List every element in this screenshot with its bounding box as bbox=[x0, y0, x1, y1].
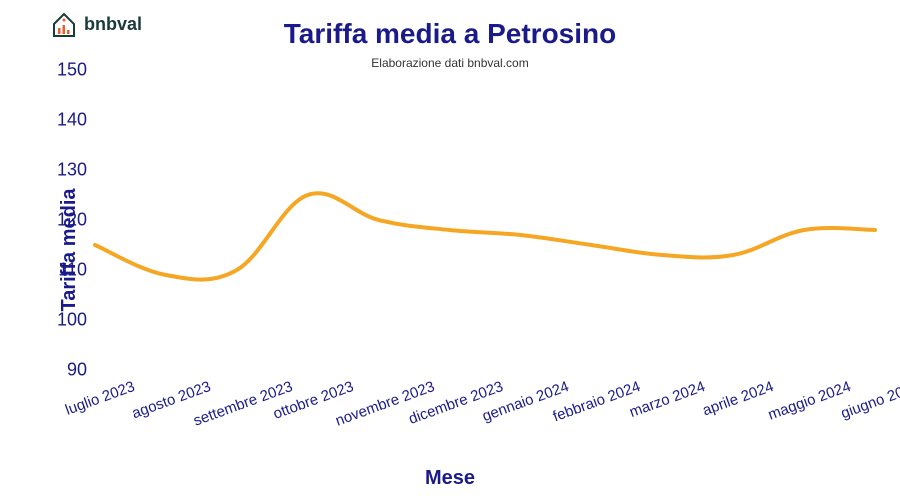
y-tick: 120 bbox=[57, 210, 87, 231]
chart-subtitle: Elaborazione dati bnbval.com bbox=[371, 56, 528, 70]
y-tick: 130 bbox=[57, 160, 87, 181]
y-tick: 150 bbox=[57, 60, 87, 81]
x-axis-label: Mese bbox=[425, 467, 475, 490]
y-tick: 90 bbox=[67, 360, 87, 381]
y-tick: 110 bbox=[58, 260, 87, 281]
logo: bnbval bbox=[50, 10, 142, 38]
y-tick: 100 bbox=[57, 310, 87, 331]
y-tick: 140 bbox=[57, 110, 87, 131]
x-tick: luglio 2023 bbox=[63, 378, 137, 419]
x-tick: maggio 2024 bbox=[766, 378, 853, 424]
logo-text: bnbval bbox=[84, 14, 142, 35]
x-tick: aprile 2024 bbox=[701, 378, 777, 419]
house-bars-icon bbox=[50, 10, 78, 38]
line-chart-svg bbox=[95, 70, 875, 370]
chart-area: 90100110120130140150luglio 2023agosto 20… bbox=[95, 70, 875, 370]
chart-title: Tariffa media a Petrosino bbox=[284, 18, 616, 50]
y-axis-label: Tariffa media bbox=[58, 189, 81, 312]
